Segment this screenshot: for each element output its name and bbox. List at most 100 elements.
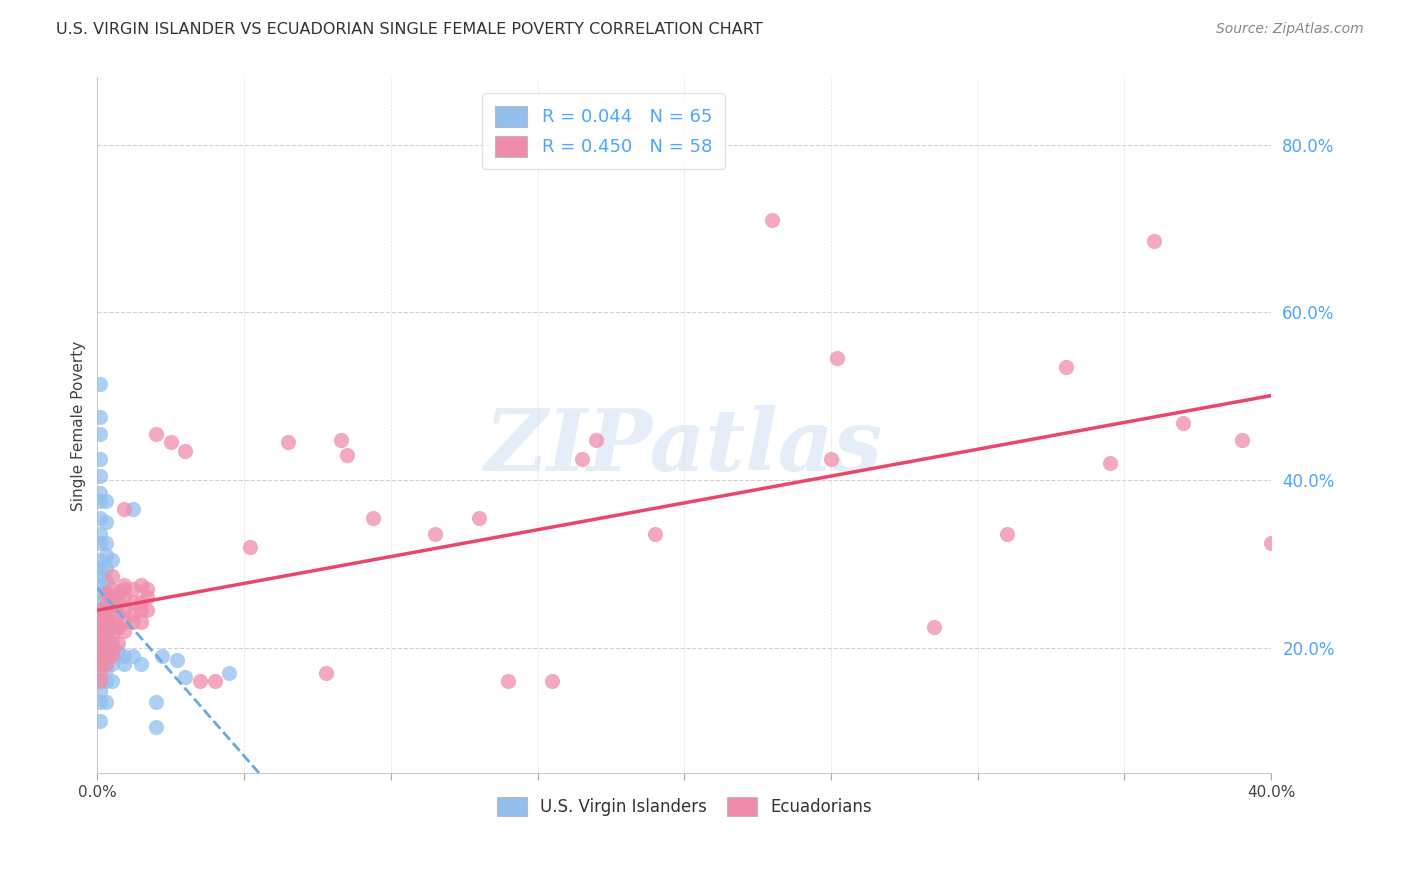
Point [96, 599, 118, 613]
Point [96, 608, 118, 623]
Point [136, 591, 159, 605]
Point [571, 452, 593, 467]
Point [96, 628, 118, 642]
Point [468, 510, 491, 524]
Point [101, 607, 124, 621]
Point [96, 640, 118, 655]
Point [89, 673, 111, 687]
Point [89, 485, 111, 500]
Point [96, 586, 118, 600]
Point [112, 624, 135, 638]
Point [121, 615, 143, 630]
Point [101, 552, 124, 566]
Point [89, 695, 111, 709]
Point [121, 502, 143, 516]
Point [121, 594, 143, 608]
Point [96, 611, 118, 625]
Point [329, 433, 352, 447]
Point [89, 657, 111, 672]
Point [112, 591, 135, 605]
Point [89, 536, 111, 550]
Point [89, 603, 111, 617]
Point [96, 695, 118, 709]
Point [136, 603, 159, 617]
Point [96, 549, 118, 563]
Point [145, 426, 167, 441]
Point [101, 594, 124, 608]
Point [112, 615, 135, 630]
Point [107, 636, 129, 650]
Point [101, 599, 124, 613]
Point [89, 376, 111, 391]
Point [89, 426, 111, 441]
Point [145, 720, 167, 734]
Point [112, 502, 135, 516]
Point [825, 351, 848, 366]
Point [96, 594, 118, 608]
Point [644, 527, 666, 541]
Point [1275, 439, 1298, 453]
Point [89, 594, 111, 608]
Point [496, 674, 519, 689]
Point [89, 603, 111, 617]
Point [131, 594, 153, 608]
Point [89, 494, 111, 508]
Point [101, 569, 124, 583]
Point [107, 594, 129, 608]
Text: U.S. VIRGIN ISLANDER VS ECUADORIAN SINGLE FEMALE POVERTY CORRELATION CHART: U.S. VIRGIN ISLANDER VS ECUADORIAN SINGL… [56, 22, 763, 37]
Text: ZIPatlas: ZIPatlas [485, 405, 883, 488]
Point [101, 645, 124, 659]
Point [96, 620, 118, 634]
Point [121, 648, 143, 663]
Point [96, 574, 118, 588]
Point [89, 636, 111, 650]
Point [96, 536, 118, 550]
Point [336, 448, 359, 462]
Point [131, 657, 153, 672]
Point [89, 527, 111, 541]
Point [145, 695, 167, 709]
Point [96, 586, 118, 600]
Point [761, 213, 783, 227]
Point [89, 452, 111, 467]
Point [107, 620, 129, 634]
Point [89, 628, 111, 642]
Point [112, 578, 135, 592]
Point [89, 674, 111, 689]
Point [121, 607, 143, 621]
Point [89, 611, 111, 625]
Point [101, 640, 124, 655]
Point [89, 620, 111, 634]
Point [1230, 433, 1253, 447]
Point [89, 510, 111, 524]
Point [361, 510, 384, 524]
Point [204, 674, 226, 689]
Point [101, 648, 124, 663]
Point [98, 648, 121, 663]
Point [101, 636, 124, 650]
Point [96, 662, 118, 676]
Point [96, 648, 118, 663]
Point [101, 674, 124, 689]
Point [131, 578, 153, 592]
Point [239, 540, 262, 554]
Point [89, 636, 111, 650]
Point [107, 620, 129, 634]
Point [96, 494, 118, 508]
Point [89, 657, 111, 672]
Point [101, 591, 124, 605]
Point [1054, 359, 1077, 374]
Point [96, 674, 118, 689]
Point [89, 561, 111, 575]
Point [89, 714, 111, 729]
Point [89, 586, 111, 600]
Point [101, 620, 124, 634]
Point [96, 657, 118, 672]
Point [112, 582, 135, 596]
Point [89, 620, 111, 634]
Point [107, 607, 129, 621]
Point [922, 620, 945, 634]
Point [112, 648, 135, 663]
Point [107, 586, 129, 600]
Point [89, 640, 111, 655]
